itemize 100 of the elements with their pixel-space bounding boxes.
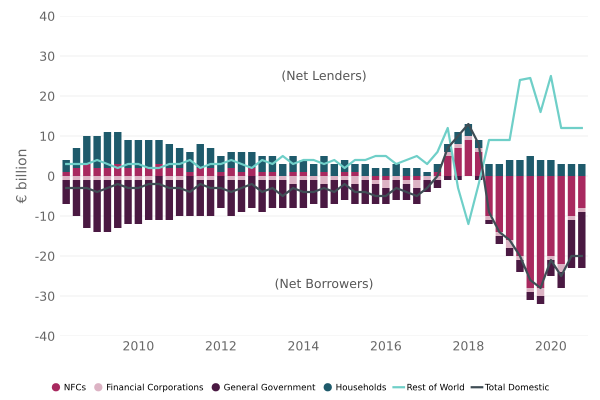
annotation: (Net Lenders) [282,70,366,82]
bar [402,180,410,184]
y-tick-label: 30 [40,51,54,61]
bar [248,176,256,208]
bar [166,144,174,168]
bar [372,176,380,180]
bar [557,176,565,264]
bar [83,164,91,176]
legend-label: Rest of World [407,384,464,390]
bar [289,176,297,184]
bar [186,172,194,176]
bar [227,168,235,176]
bar [444,156,452,176]
bar [124,168,132,176]
bar [578,164,586,176]
bar [372,180,380,184]
bar [496,176,504,232]
bar [83,180,91,228]
bar [268,172,276,176]
bar [392,164,400,176]
bar [196,168,204,176]
bar [196,176,204,180]
bar [320,172,328,176]
bar [547,176,555,256]
bar [557,164,565,176]
bar [144,180,152,220]
bar [578,208,586,212]
bar [516,160,524,176]
bar [340,172,348,176]
bar [568,176,576,216]
bar [351,172,359,176]
bar [382,168,390,176]
bar [134,180,142,224]
bar [93,168,101,176]
bar [83,176,91,180]
bar [300,176,308,180]
bar [206,176,214,180]
y-axis-title: € billion [16,150,26,204]
bar [496,236,504,244]
y-tick-label: 10 [40,131,54,141]
bar [340,176,348,180]
bar [536,296,544,304]
bar [506,248,514,256]
bar [217,176,225,208]
y-tick-label: -40 [35,331,54,341]
bar [568,164,576,176]
bar [485,220,493,224]
bar [196,180,204,216]
legend-label: General Government [224,384,316,390]
x-tick-label: 2012 [206,341,236,351]
bar [227,176,235,180]
bar [268,180,276,208]
bar [62,172,70,176]
bar [382,176,390,180]
bar [258,180,266,212]
bar [206,180,214,216]
y-tick-label: -30 [35,291,54,301]
bar [196,144,204,168]
legend-label: Financial Corporations [107,384,204,392]
bar [351,164,359,172]
bar [506,176,514,240]
bar [104,176,112,180]
bar [526,288,534,292]
bar [362,164,369,176]
bar [206,168,214,176]
bar [516,176,524,256]
bar [568,216,576,220]
bar [104,132,112,168]
bar [279,180,286,208]
legend-label: Total Domestic [484,384,549,390]
bar [134,168,142,176]
bar [279,164,286,176]
bar [300,172,308,176]
bar [62,176,70,180]
bar [83,136,91,164]
bar [124,140,132,168]
y-tick-label: -10 [35,211,54,221]
bar [362,180,369,204]
bar [310,176,318,180]
x-tick-label: 2020 [536,341,566,351]
bar [382,180,390,188]
bar [114,132,122,164]
bar [310,164,318,176]
bar [258,176,266,180]
bar [186,176,194,216]
bar [547,160,555,176]
bar [413,168,421,176]
bar [423,176,431,180]
y-tick-label: 20 [40,91,54,101]
bar [114,180,122,228]
bar [289,172,297,176]
bar [434,180,442,188]
bar [134,176,142,180]
y-tick-label: 0 [48,171,54,181]
bar [62,180,70,204]
bar [72,168,80,176]
bar [176,180,184,216]
bar [320,176,328,184]
bar [166,180,174,220]
bar [93,180,101,232]
